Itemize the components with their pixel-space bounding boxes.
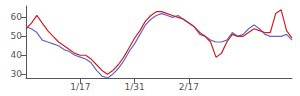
svg-text:60: 60 — [11, 12, 23, 22]
svg-text:50: 50 — [11, 31, 23, 41]
svg-text:1/17: 1/17 — [70, 82, 90, 92]
svg-text:1/31: 1/31 — [124, 82, 144, 92]
svg-text:30: 30 — [11, 69, 23, 79]
svg-text:2/17: 2/17 — [179, 82, 199, 92]
svg-text:40: 40 — [11, 50, 23, 60]
